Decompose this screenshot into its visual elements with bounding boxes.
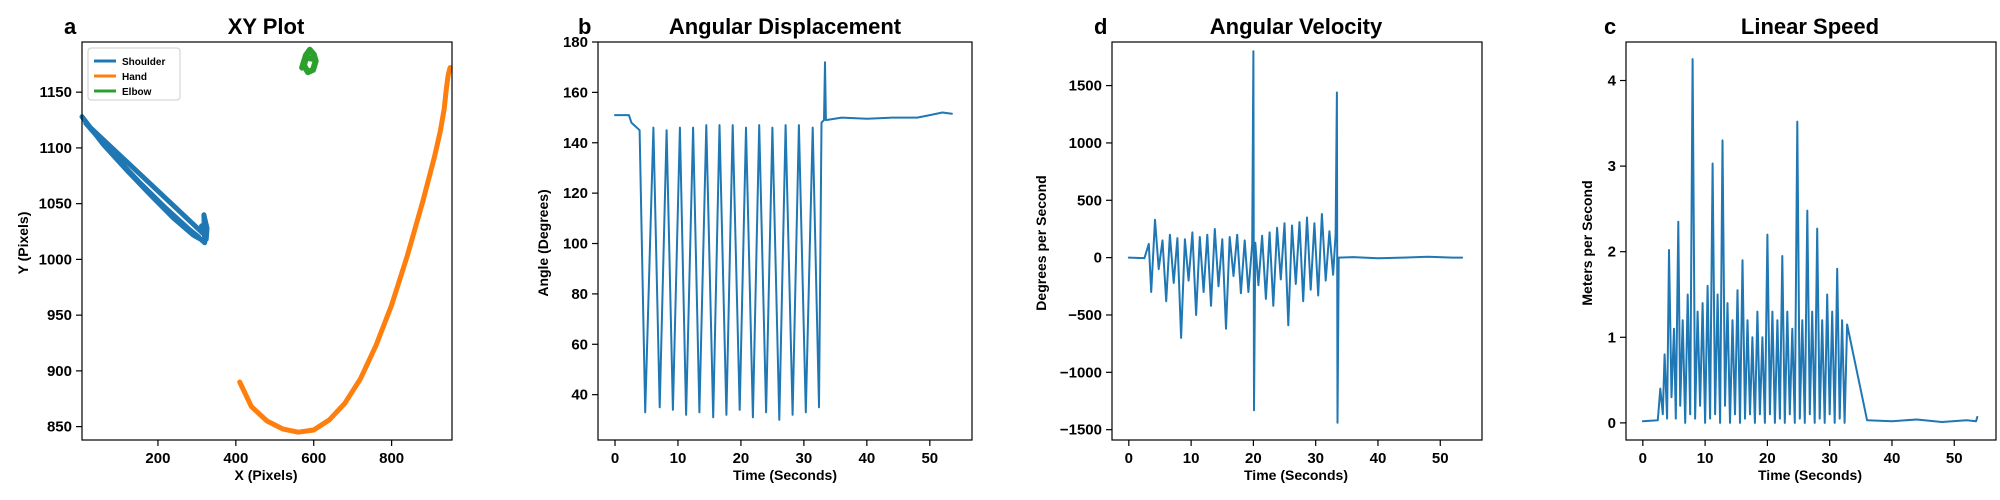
plot-area: 0 10 20 30 40 50 40 60 80 100 120 140 160 180 [563,34,973,467]
y-tick-label: 1150 [39,84,72,101]
x-tick-label: 0 [1639,450,1647,467]
panel-b: b Angular Displacement 0 10 20 30 40 50 40 60 80… [535,14,973,483]
y-tick-label: 850 [47,419,72,436]
y-tick-label: 500 [1077,192,1102,209]
x-axis-label: Time (Seconds) [733,467,837,483]
plot-area: 200 400 600 800 850 900 950 1000 1050 1100 1150 [39,41,453,467]
x-tick-label: 40 [1884,450,1901,467]
chart-title: Linear Speed [1741,14,1879,39]
panel-d: d Angular Velocity 0 10 20 30 40 50 −1500 −1000… [1033,14,1483,483]
series-line [1127,50,1464,424]
y-tick-label: 900 [47,363,72,380]
x-tick-label: 0 [1125,450,1133,467]
y-tick-label: 80 [571,286,588,303]
panel-letter: b [578,14,591,39]
panel-a: a XY Plot 200 400 600 800 850 900 950 1000 1050 1… [15,14,453,483]
x-tick-label: 30 [1821,450,1838,467]
y-tick-label: 950 [47,307,72,324]
plot-area: 0 10 20 30 40 50 −1500 −1000 −500 0 500 1000 1500 [1060,41,1483,467]
x-tick-label: 40 [1370,450,1387,467]
legend-label: Shoulder [122,57,165,68]
y-tick-label: 1050 [39,196,72,213]
y-axis-label: Y (Pixels) [15,212,31,275]
plot-area: 0 10 20 30 40 50 0 1 2 3 4 [1608,41,1997,467]
y-tick-label: −1000 [1060,364,1102,381]
y-tick-label: 0 [1608,415,1616,432]
x-tick-label: 40 [859,450,876,467]
chart-title: Angular Velocity [1210,14,1383,39]
axes-frame [597,41,973,441]
y-tick-label: 140 [563,135,588,152]
panel-c: c Linear Speed 0 10 20 30 40 50 0 1 2 3 4 Time (Se… [1579,14,1997,483]
x-tick-label: 30 [796,450,813,467]
y-tick-label: 1500 [1069,78,1102,95]
y-tick-label: 3 [1608,158,1616,175]
y-axis-label: Meters per Second [1579,180,1595,305]
y-axis-label: Angle (Degrees) [535,189,551,296]
y-tick-label: 0 [1094,250,1102,267]
series-line [614,61,953,421]
x-tick-label: 20 [1759,450,1776,467]
x-tick-label: 50 [1946,450,1963,467]
legend-label: Hand [122,72,147,83]
x-tick-label: 20 [733,450,750,467]
y-tick-label: 1100 [39,140,72,157]
x-tick-label: 50 [1432,450,1449,467]
y-axis-label: Degrees per Second [1033,175,1049,310]
series-line-shoulder [79,114,210,246]
y-tick-label: −500 [1068,307,1102,324]
x-tick-label: 0 [611,450,619,467]
x-tick-label: 200 [145,450,170,467]
x-axis-label: Time (Seconds) [1244,467,1348,483]
y-tick-label: −1500 [1060,422,1102,439]
x-tick-label: 10 [1697,450,1714,467]
y-tick-label: 180 [563,34,588,51]
x-axis-label: X (Pixels) [234,467,297,483]
x-tick-label: 400 [223,450,248,467]
panel-letter: d [1094,14,1107,39]
axes-frame [1625,41,1997,441]
x-tick-label: 20 [1245,450,1262,467]
chart-title: Angular Displacement [669,14,902,39]
panel-letter: a [64,14,77,39]
axes-frame [81,41,453,441]
legend-label: Elbow [122,87,152,98]
y-tick-label: 1 [1608,329,1616,346]
x-tick-label: 50 [921,450,938,467]
y-tick-label: 120 [563,185,588,202]
axes-frame [1111,41,1483,441]
x-tick-label: 10 [670,450,687,467]
y-tick-label: 1000 [1069,135,1102,152]
y-tick-label: 2 [1608,244,1616,261]
x-tick-label: 10 [1183,450,1200,467]
y-tick-label: 40 [571,387,588,404]
y-tick-label: 100 [563,236,588,253]
legend: Shoulder Hand Elbow [87,47,181,101]
x-axis-label: Time (Seconds) [1758,467,1862,483]
x-tick-label: 800 [379,450,404,467]
y-tick-label: 160 [563,84,588,101]
y-tick-label: 1000 [39,251,72,268]
y-tick-label: 4 [1608,73,1617,90]
x-tick-label: 30 [1307,450,1324,467]
series-line [1641,58,1979,424]
series-line-elbow [299,46,319,76]
y-tick-label: 60 [571,336,588,353]
x-tick-label: 600 [301,450,326,467]
chart-title: XY Plot [228,14,305,39]
series-line-hand [237,65,453,435]
panel-letter: c [1604,14,1616,39]
